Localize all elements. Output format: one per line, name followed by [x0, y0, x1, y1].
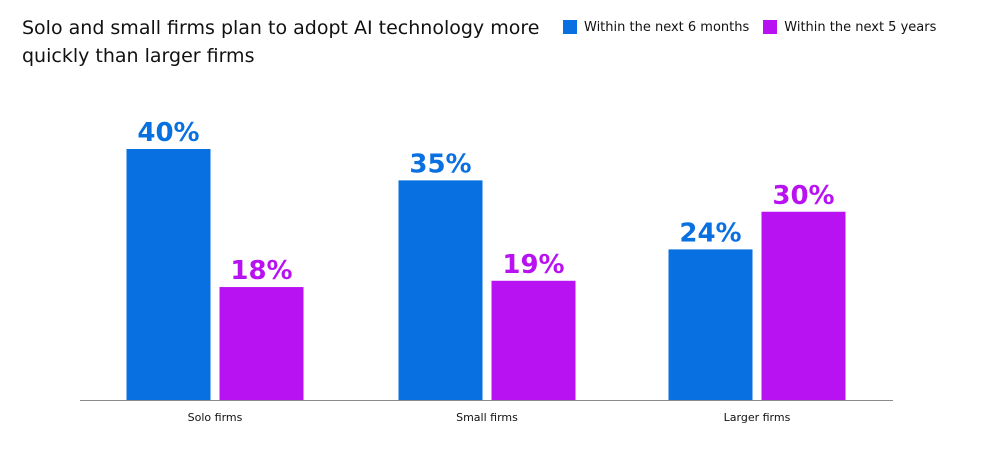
data-label-6-months-2: 24%: [679, 218, 741, 248]
data-label-6-months-0: 40%: [137, 118, 199, 148]
chart-title: Solo and small firms plan to adopt AI te…: [22, 17, 540, 67]
bar-5-years-1: [491, 280, 576, 400]
legend-swatch-6-months: [563, 20, 577, 34]
chart-legend: Within the next 6 months Within the next…: [563, 17, 950, 37]
legend-item-6-months: Within the next 6 months: [563, 20, 749, 35]
legend-swatch-5-years: [763, 20, 778, 34]
legend-label-5-years: Within the next 5 years: [784, 19, 937, 35]
data-label-5-years-0: 18%: [230, 256, 292, 286]
data-label-6-months-1: 35%: [409, 149, 471, 179]
bar-5-years-2: [761, 211, 846, 400]
bar-6-months-2: [668, 249, 753, 400]
legend-label-6-months: Within the next 6 months: [584, 19, 750, 35]
x-tick-label-0: Solo firms: [188, 411, 243, 424]
bar-6-months-0: [126, 149, 211, 400]
data-label-5-years-2: 30%: [772, 181, 834, 211]
x-tick-label-2: Larger firms: [724, 411, 791, 424]
bar-5-years-0: [219, 287, 304, 400]
legend-item-5-years: Within the next 5 years: [763, 20, 936, 35]
bar-6-months-1: [398, 180, 483, 400]
data-label-5-years-1: 19%: [502, 250, 564, 280]
x-tick-label-1: Small firms: [456, 411, 518, 424]
